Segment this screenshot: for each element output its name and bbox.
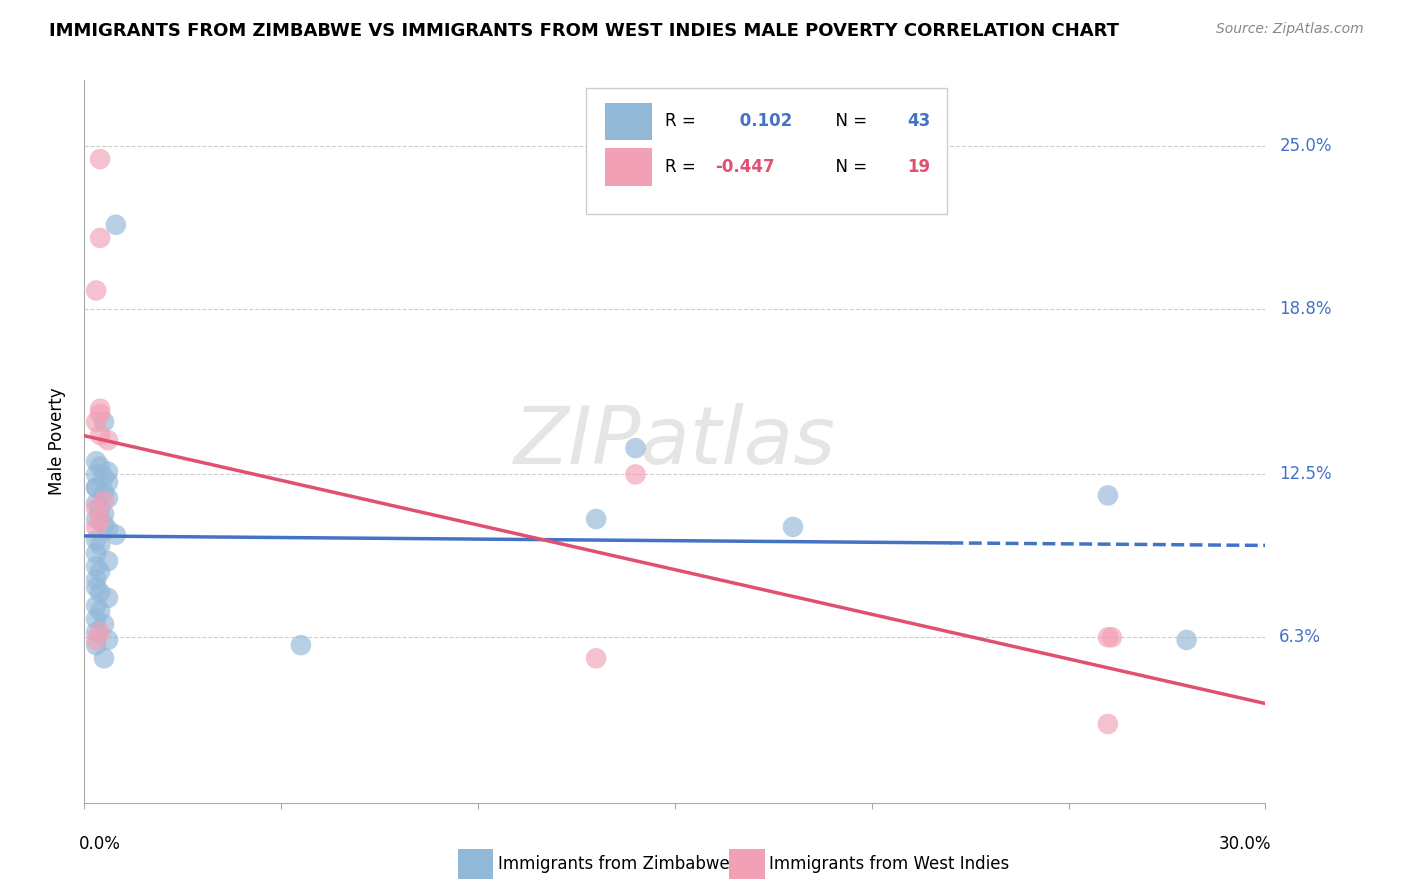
Point <box>97 591 120 605</box>
Point <box>97 523 120 537</box>
Point <box>93 517 115 532</box>
Text: 0.0%: 0.0% <box>79 835 121 854</box>
Point <box>1097 488 1119 502</box>
Point <box>93 415 115 429</box>
Point <box>89 459 111 474</box>
Point <box>84 580 107 594</box>
Text: 30.0%: 30.0% <box>1219 835 1271 854</box>
Point <box>782 520 804 534</box>
Point <box>84 632 107 647</box>
Point <box>93 470 115 484</box>
Y-axis label: Male Poverty: Male Poverty <box>48 388 66 495</box>
Point <box>84 481 107 495</box>
Point <box>104 218 127 232</box>
FancyBboxPatch shape <box>605 148 652 186</box>
Point <box>84 284 107 298</box>
FancyBboxPatch shape <box>586 87 946 214</box>
Point <box>89 565 111 579</box>
Point <box>89 428 111 442</box>
Point <box>97 491 120 505</box>
Point <box>93 617 115 632</box>
Text: N =: N = <box>825 158 872 176</box>
Text: IMMIGRANTS FROM ZIMBABWE VS IMMIGRANTS FROM WEST INDIES MALE POVERTY CORRELATION: IMMIGRANTS FROM ZIMBABWE VS IMMIGRANTS F… <box>49 22 1119 40</box>
Text: Immigrants from West Indies: Immigrants from West Indies <box>769 855 1010 873</box>
Point <box>89 231 111 245</box>
Point <box>84 559 107 574</box>
FancyBboxPatch shape <box>457 849 494 880</box>
Point <box>84 533 107 547</box>
Point <box>89 401 111 416</box>
Point <box>97 434 120 448</box>
Point <box>89 512 111 526</box>
Point <box>97 475 120 490</box>
Text: 6.3%: 6.3% <box>1279 628 1322 647</box>
Point <box>84 573 107 587</box>
Point <box>89 625 111 640</box>
Text: N =: N = <box>825 112 872 130</box>
Text: 12.5%: 12.5% <box>1279 466 1331 483</box>
FancyBboxPatch shape <box>605 103 652 140</box>
Text: 19: 19 <box>907 158 931 176</box>
Point <box>84 415 107 429</box>
Text: 43: 43 <box>907 112 931 130</box>
Point <box>93 507 115 521</box>
Point <box>624 467 647 482</box>
Point <box>585 651 607 665</box>
Point <box>93 485 115 500</box>
Point <box>89 152 111 166</box>
Text: R =: R = <box>665 158 702 176</box>
Point <box>84 496 107 510</box>
Point <box>1097 630 1119 644</box>
Point <box>104 528 127 542</box>
Point <box>97 465 120 479</box>
FancyBboxPatch shape <box>730 849 765 880</box>
Point <box>84 638 107 652</box>
Text: -0.447: -0.447 <box>716 158 775 176</box>
Point <box>84 501 107 516</box>
Point <box>84 599 107 613</box>
Point <box>585 512 607 526</box>
Point <box>84 520 107 534</box>
Point <box>89 604 111 618</box>
Text: 18.8%: 18.8% <box>1279 300 1331 318</box>
Text: Source: ZipAtlas.com: Source: ZipAtlas.com <box>1216 22 1364 37</box>
Point <box>97 554 120 568</box>
Point <box>1101 630 1123 644</box>
Text: 0.102: 0.102 <box>734 112 792 130</box>
Text: R =: R = <box>665 112 702 130</box>
Point <box>89 538 111 552</box>
Point <box>84 546 107 560</box>
Point <box>290 638 312 652</box>
Point <box>1097 717 1119 731</box>
Point <box>84 481 107 495</box>
Text: Immigrants from Zimbabwe: Immigrants from Zimbabwe <box>498 855 730 873</box>
Point <box>89 407 111 421</box>
Point <box>93 493 115 508</box>
Text: 25.0%: 25.0% <box>1279 137 1331 155</box>
Point <box>84 454 107 468</box>
Point <box>89 585 111 599</box>
Point <box>84 625 107 640</box>
Point <box>84 467 107 482</box>
Text: ZIPatlas: ZIPatlas <box>513 402 837 481</box>
Point <box>84 612 107 626</box>
Point <box>84 512 107 526</box>
Point <box>97 632 120 647</box>
Point <box>93 651 115 665</box>
Point <box>1175 632 1198 647</box>
Point <box>89 501 111 516</box>
Point <box>624 441 647 455</box>
